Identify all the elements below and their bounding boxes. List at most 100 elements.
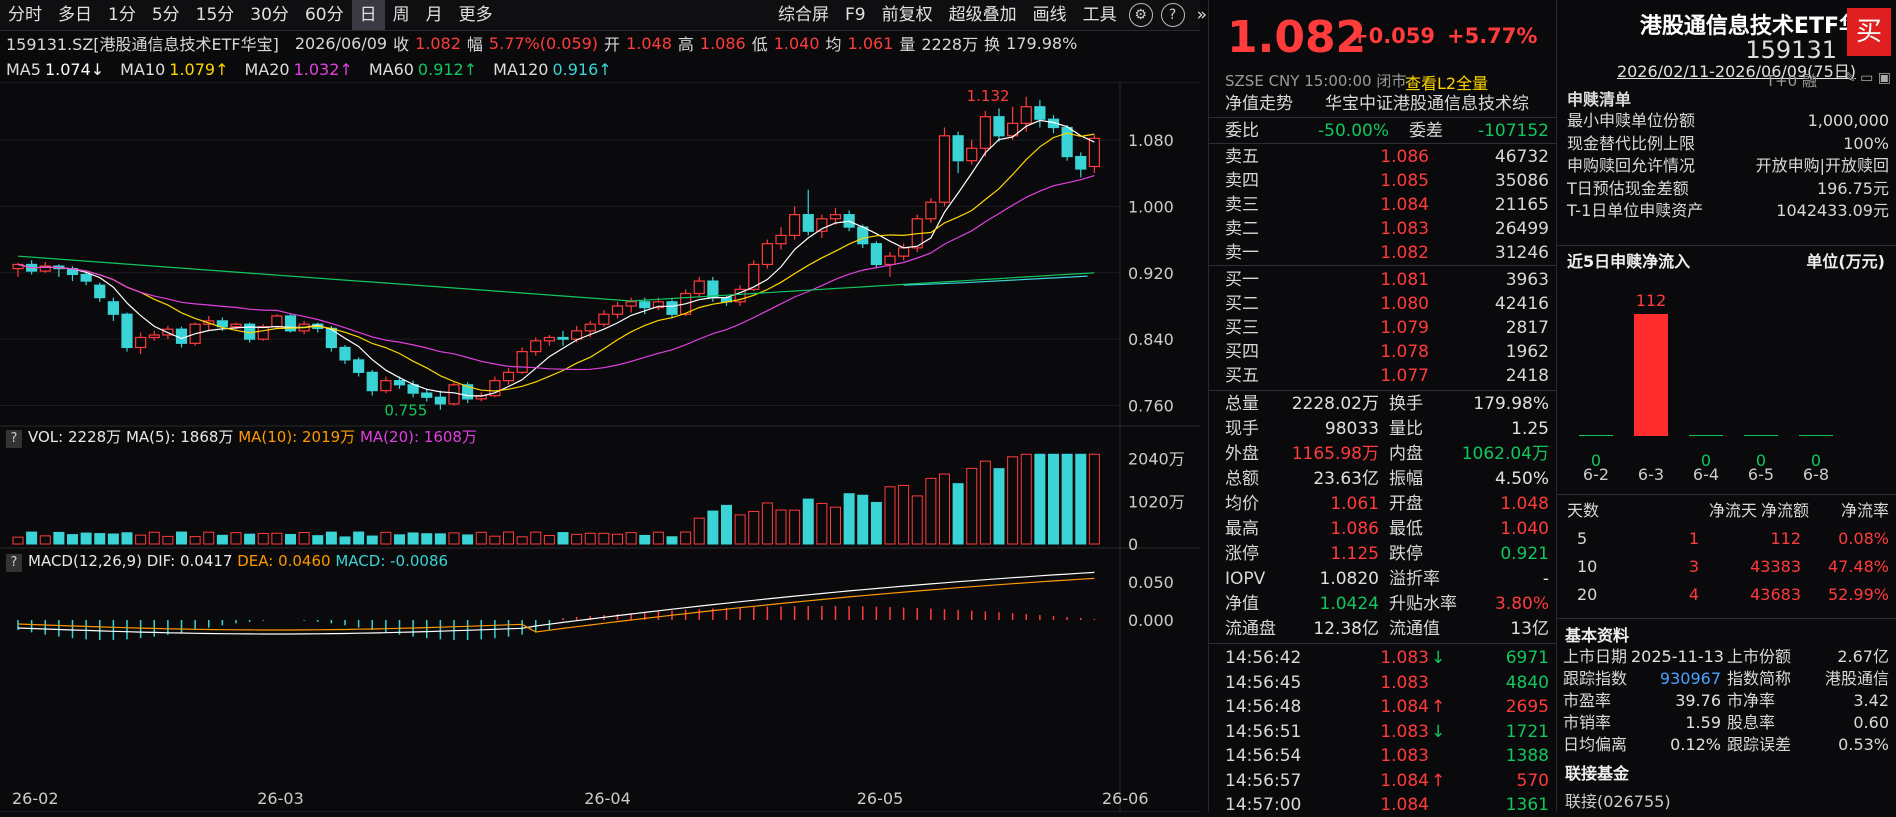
candle-body (284, 315, 297, 332)
candle-body (748, 263, 760, 290)
candle-body (448, 384, 460, 405)
bid-price: 1.078 (1380, 342, 1429, 362)
ask-row[interactable]: 卖一 1.082 31246 (1209, 241, 1557, 265)
flow-table-head: 天数 净流天 净流额 净流率 (1557, 500, 1896, 522)
period-tab-7[interactable]: 日 (351, 0, 385, 30)
ask-row[interactable]: 卖三 1.084 21165 (1209, 193, 1557, 217)
volume-bar (503, 531, 514, 545)
help-icon[interactable]: ? (6, 430, 22, 448)
ask-row[interactable]: 卖四 1.085 35086 (1209, 169, 1557, 193)
kline-chart[interactable]: 1.080 1.000 0.920 0.840 0.760 1.132 0.755 2040万… (0, 81, 1200, 813)
tool-5[interactable]: 工具 (1082, 5, 1117, 25)
volume-bar (680, 531, 692, 545)
ma-value: 0.916↑ (552, 59, 612, 79)
stat-value: 1062.04万 (1461, 444, 1549, 464)
stat-value: - (1542, 569, 1549, 589)
volume-bar (816, 502, 828, 545)
tool-0[interactable]: 综合屏 (778, 5, 829, 25)
basic-key: 股息率 (1727, 713, 1776, 732)
collapse-icon[interactable]: » (1196, 5, 1208, 25)
flow-value-label: 0 (1701, 451, 1711, 470)
bid-size: 42416 (1494, 294, 1549, 314)
ask-price: 1.086 (1380, 147, 1429, 167)
bid-row[interactable]: 买五 1.077 2418 (1209, 364, 1557, 388)
macd-tick-label: 0.000 (1128, 611, 1174, 630)
tool-1[interactable]: F9 (845, 5, 866, 25)
period-tab-6[interactable]: 60分 (304, 5, 344, 25)
volume-bar (176, 531, 187, 545)
basic-value: 0.12% (1670, 735, 1721, 754)
tool-2[interactable]: 前复权 (881, 5, 933, 25)
panel-tools[interactable]: ✎ ▭ ▣ (1843, 70, 1891, 86)
candle-body (462, 384, 474, 400)
flow-bar (1689, 435, 1723, 436)
period-tab-3[interactable]: 5分 (151, 5, 180, 25)
period-tab-0[interactable]: 分时 (8, 5, 42, 25)
bid-row[interactable]: 买四 1.078 1962 (1209, 340, 1557, 364)
ask-row[interactable]: 卖二 1.083 26499 (1209, 217, 1557, 241)
period-tab-8[interactable]: 周 (392, 5, 410, 25)
help-icon[interactable]: ? (1160, 3, 1185, 27)
candle-body (1075, 155, 1087, 170)
flow-table-row: 20 4 43683 52.99% (1557, 584, 1896, 606)
bid-row[interactable]: 买一 1.081 3963 (1209, 268, 1557, 292)
candle-body (775, 234, 787, 245)
candle-body (393, 380, 406, 386)
l2-link[interactable]: 查看L2全量 (1405, 74, 1489, 93)
settings-icon[interactable]: ⚙ (1128, 3, 1153, 27)
tick-volume: 1361 (1505, 795, 1549, 815)
nav-label[interactable]: 净值走势 (1225, 94, 1293, 114)
tick-price: 1.084 (1380, 697, 1429, 717)
candle-body (952, 135, 964, 162)
candle-body (789, 214, 801, 236)
macd-legend: ? MACD(12,26,9) DIF: 0.0417 DEA: 0.0460 M… (6, 552, 448, 572)
last-price: 1.082 (1227, 12, 1367, 63)
tick-price: 1.083 (1380, 672, 1429, 693)
volume-bar (857, 494, 869, 545)
volume-bar (1075, 453, 1087, 545)
candle-body (802, 214, 814, 232)
weibi-value: -50.00% (1318, 121, 1389, 141)
ask-size: 35086 (1494, 171, 1549, 191)
volume-bar (789, 509, 801, 545)
period-tab-9[interactable]: 月 (425, 5, 443, 25)
tool-3[interactable]: 超级叠加 (948, 5, 1017, 25)
flow-value-label: 0 (1591, 451, 1601, 470)
macd-value: MACD: -0.0086 (335, 552, 449, 570)
stat-value: 4.50% (1494, 469, 1549, 489)
stat-key: 总额 (1225, 469, 1259, 489)
bid-row[interactable]: 买三 1.079 2817 (1209, 316, 1557, 340)
volume-bar (121, 532, 133, 545)
date-range-selector[interactable]: 2026/02/11-2026/06/09(75日) (1616, 62, 1856, 81)
period-tab-1[interactable]: 多日 (58, 5, 92, 25)
tick-price: 1.083 (1380, 721, 1429, 742)
period-tab-2[interactable]: 1分 (108, 5, 136, 25)
basic-value[interactable]: 930967 (1659, 669, 1721, 688)
list-row: 最小申赎单位份额 1,000,000 (1557, 110, 1896, 132)
candle-body (598, 313, 610, 325)
tick-volume: 2695 (1505, 697, 1549, 717)
period-tab-4[interactable]: 15分 (195, 5, 235, 25)
list-value: 196.75元 (1817, 178, 1889, 198)
bid-row[interactable]: 买二 1.080 42416 (1209, 292, 1557, 316)
period-tab-10[interactable]: 更多 (458, 5, 493, 25)
bid-level: 买二 (1225, 294, 1259, 314)
candle-body (584, 323, 596, 332)
buy-button[interactable]: 买 (1847, 8, 1891, 56)
ask-level: 卖三 (1225, 195, 1259, 215)
candle-body (434, 396, 446, 405)
stat-key: 总量 (1225, 394, 1259, 414)
candle-body (80, 273, 92, 282)
volume-bar (216, 534, 228, 545)
tool-4[interactable]: 画线 (1032, 5, 1067, 25)
help-icon[interactable]: ? (6, 554, 22, 572)
period-tab-5[interactable]: 30分 (250, 5, 289, 25)
candle-body (1034, 106, 1046, 120)
tool-menu: 综合屏 F9 前复权 超级叠加 画线 工具 ⚙? » (770, 0, 1215, 30)
link-fund[interactable]: 联接(026755) (1565, 792, 1671, 811)
candle-body (734, 288, 746, 303)
candle-body (925, 201, 937, 220)
chart-bg (0, 82, 1200, 812)
volume-bar (434, 533, 446, 545)
ask-row[interactable]: 卖五 1.086 46732 (1209, 145, 1557, 169)
